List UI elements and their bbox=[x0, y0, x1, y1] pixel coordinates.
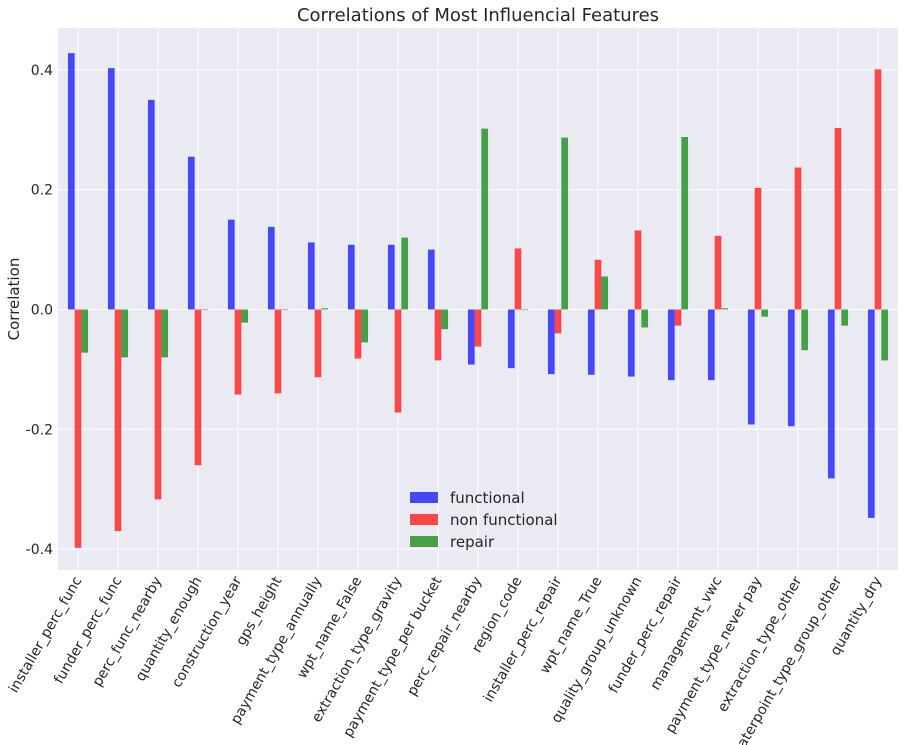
bar-non-functional bbox=[74, 309, 82, 548]
bar-repair bbox=[521, 309, 529, 311]
bar-non-functional bbox=[514, 248, 522, 310]
bar-non-functional bbox=[554, 309, 562, 334]
bar-functional bbox=[667, 309, 675, 381]
bar-functional bbox=[747, 309, 755, 425]
y-axis-label: Correlation bbox=[5, 258, 23, 341]
bar-functional bbox=[67, 53, 75, 310]
y-tick-label: 0.0 bbox=[31, 302, 53, 318]
bar-non-functional bbox=[114, 309, 122, 532]
bar-repair bbox=[841, 309, 849, 326]
legend-label: non functional bbox=[450, 511, 558, 529]
bar-repair bbox=[721, 308, 729, 310]
bar-repair bbox=[681, 136, 689, 310]
bar-non-functional bbox=[354, 309, 362, 359]
bar-repair bbox=[361, 309, 369, 343]
bar-non-functional bbox=[674, 309, 682, 326]
bar-repair bbox=[401, 237, 409, 310]
bar-non-functional bbox=[194, 309, 202, 466]
bar-functional bbox=[867, 309, 875, 518]
legend-label: repair bbox=[450, 533, 495, 551]
bar-repair bbox=[81, 309, 89, 353]
y-tick-label: 0.4 bbox=[31, 63, 53, 79]
bar-repair bbox=[321, 308, 329, 310]
bar-non-functional bbox=[594, 259, 602, 310]
bar-functional bbox=[107, 68, 115, 310]
bar-repair bbox=[481, 128, 489, 310]
bar-non-functional bbox=[634, 230, 642, 310]
bar-repair bbox=[641, 309, 649, 328]
bar-functional bbox=[147, 99, 155, 310]
legend-swatch bbox=[410, 492, 438, 503]
bar-functional bbox=[227, 219, 235, 310]
bar-repair bbox=[161, 309, 169, 358]
bar-non-functional bbox=[794, 167, 802, 310]
bar-non-functional bbox=[834, 128, 842, 310]
bar-functional bbox=[707, 309, 715, 381]
y-axis-ticks: -0.4 -0.2 0.0 0.2 0.4 bbox=[26, 63, 53, 558]
bar-repair bbox=[241, 309, 249, 323]
bar-functional bbox=[627, 309, 635, 377]
bar-functional bbox=[307, 242, 315, 310]
legend: functional non functional repair bbox=[410, 489, 558, 551]
bar-repair bbox=[281, 309, 289, 311]
bar-functional bbox=[427, 249, 435, 310]
bar-non-functional bbox=[714, 235, 722, 310]
bar-repair bbox=[601, 276, 609, 310]
bar-non-functional bbox=[754, 187, 762, 310]
y-tick-label: -0.2 bbox=[26, 422, 53, 438]
bar-repair bbox=[121, 309, 129, 358]
legend-swatch bbox=[410, 536, 438, 547]
y-tick-label: 0.2 bbox=[31, 183, 53, 199]
bar-functional bbox=[507, 309, 515, 369]
bar-non-functional bbox=[434, 309, 442, 361]
bar-functional bbox=[827, 309, 835, 479]
bar-non-functional bbox=[274, 309, 282, 394]
y-tick-label: -0.4 bbox=[26, 542, 53, 558]
bar-non-functional bbox=[234, 309, 242, 395]
bar-repair bbox=[801, 309, 809, 351]
bar-non-functional bbox=[314, 309, 322, 378]
bar-repair bbox=[761, 309, 769, 317]
bar-repair bbox=[881, 309, 889, 361]
bar-functional bbox=[267, 226, 275, 310]
bar-functional bbox=[787, 309, 795, 427]
bar-functional bbox=[547, 309, 555, 375]
bar-repair bbox=[441, 309, 449, 330]
bars bbox=[67, 53, 889, 548]
bar-functional bbox=[347, 244, 355, 310]
bar-functional bbox=[467, 309, 475, 365]
legend-label: functional bbox=[450, 489, 525, 507]
bar-non-functional bbox=[154, 309, 162, 500]
bar-non-functional bbox=[474, 309, 482, 347]
bar-non-functional bbox=[874, 69, 882, 310]
bar-functional bbox=[387, 244, 395, 310]
bar-functional bbox=[587, 309, 595, 375]
legend-swatch bbox=[410, 514, 438, 525]
bar-repair bbox=[561, 137, 569, 310]
bar-repair bbox=[201, 309, 209, 311]
bar-functional bbox=[187, 156, 195, 310]
chart-title: Correlations of Most Influencial Feature… bbox=[297, 5, 659, 26]
bar-non-functional bbox=[394, 309, 402, 413]
